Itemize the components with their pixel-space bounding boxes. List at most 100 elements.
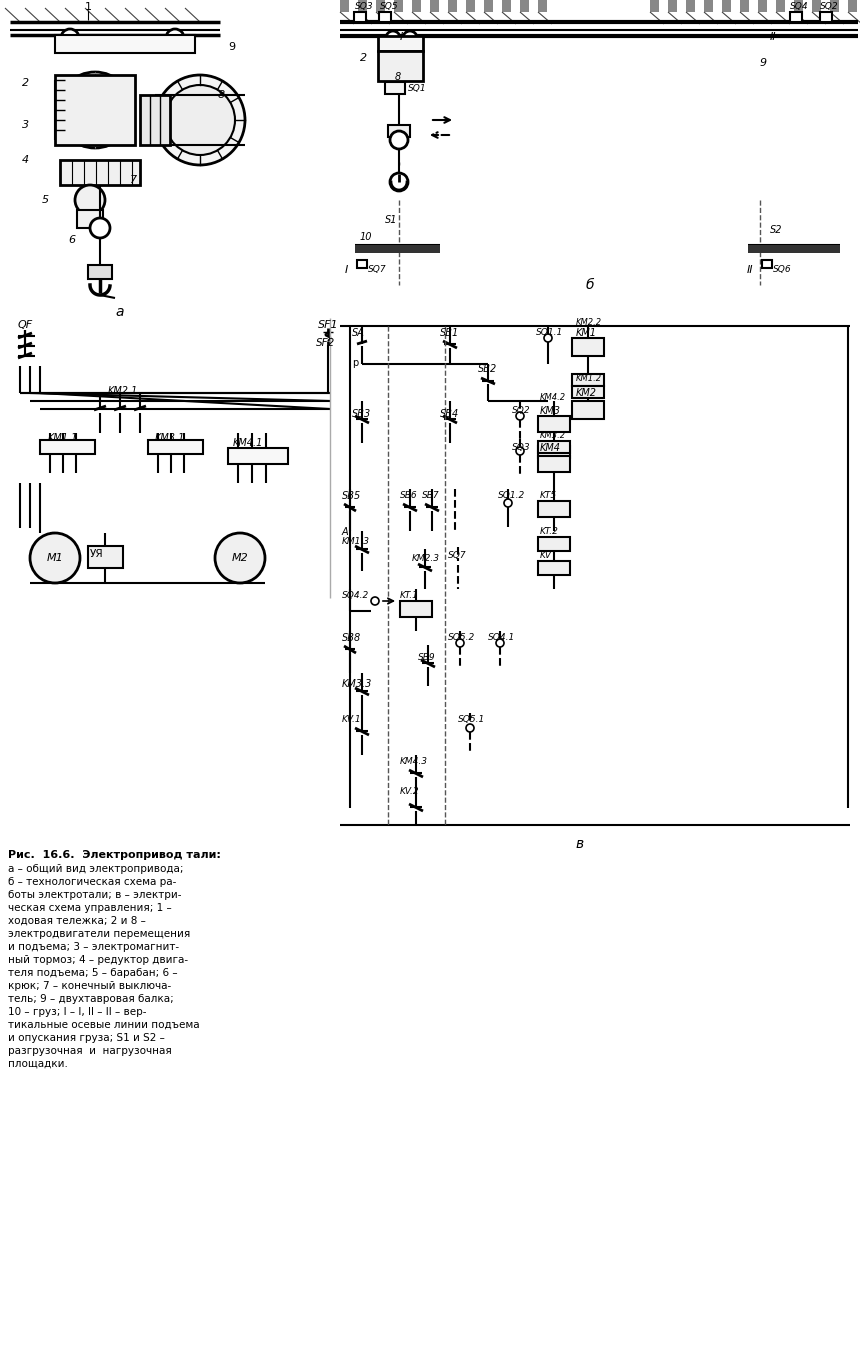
Text: KM2.3: KM2.3 xyxy=(412,554,440,563)
Text: S2: S2 xyxy=(770,225,783,234)
Text: 8: 8 xyxy=(218,90,225,100)
Text: KM4.1: KM4.1 xyxy=(233,437,263,448)
Bar xyxy=(228,448,288,463)
Bar xyxy=(400,600,432,617)
Circle shape xyxy=(75,185,105,215)
Bar xyxy=(820,12,832,22)
Text: тель; 9 – двухтавровая балка;: тель; 9 – двухтавровая балка; xyxy=(8,994,174,1004)
Text: KM4.2: KM4.2 xyxy=(540,393,566,402)
Text: KT.2: KT.2 xyxy=(540,526,559,536)
Circle shape xyxy=(504,499,512,507)
Circle shape xyxy=(390,132,408,149)
Bar xyxy=(572,374,604,387)
Bar xyxy=(430,0,439,12)
Text: и подъема; 3 – электромагнит-: и подъема; 3 – электромагнит- xyxy=(8,942,179,951)
Text: 6: 6 xyxy=(68,234,75,245)
Text: а – общий вид электропривода;: а – общий вид электропривода; xyxy=(8,864,183,873)
Bar xyxy=(40,440,95,454)
Bar xyxy=(88,546,123,568)
Bar xyxy=(378,51,423,81)
Circle shape xyxy=(390,173,408,191)
Text: KM1.2: KM1.2 xyxy=(576,374,602,383)
Circle shape xyxy=(403,32,417,45)
Bar xyxy=(812,0,821,12)
Text: ческая схема управления; 1 –: ческая схема управления; 1 – xyxy=(8,903,172,913)
Text: SB8: SB8 xyxy=(342,633,361,643)
Bar xyxy=(385,82,405,95)
Text: 10 – груз; I – I, II – II – вер-: 10 – груз; I – I, II – II – вер- xyxy=(8,1008,146,1017)
Bar xyxy=(388,125,410,137)
Text: 10: 10 xyxy=(360,232,372,243)
Text: SB9: SB9 xyxy=(418,653,436,662)
Text: ходовая тележка; 2 и 8 –: ходовая тележка; 2 и 8 – xyxy=(8,916,146,925)
Bar xyxy=(357,260,367,267)
Bar xyxy=(572,387,604,398)
Bar xyxy=(538,457,570,472)
Bar xyxy=(358,0,367,12)
Circle shape xyxy=(61,29,79,47)
Bar xyxy=(740,0,749,12)
Bar xyxy=(790,12,802,22)
Bar xyxy=(502,0,511,12)
Circle shape xyxy=(516,447,524,455)
Bar xyxy=(77,210,103,228)
Text: SQ7: SQ7 xyxy=(368,265,387,274)
Circle shape xyxy=(67,82,123,138)
Text: SQ6: SQ6 xyxy=(773,265,791,274)
Bar xyxy=(538,561,570,574)
Bar xyxy=(379,12,391,22)
Bar xyxy=(538,441,570,452)
Text: 5: 5 xyxy=(42,195,49,206)
Text: Рис.  16.6.  Электропривод тали:: Рис. 16.6. Электропривод тали: xyxy=(8,850,221,860)
Text: и опускания груза; S1 и S2 –: и опускания груза; S1 и S2 – xyxy=(8,1032,165,1043)
Text: б – технологическая схема ра-: б – технологическая схема ра- xyxy=(8,877,176,887)
Text: SQ4.2: SQ4.2 xyxy=(342,591,369,600)
Bar xyxy=(538,446,570,458)
Text: SQ3: SQ3 xyxy=(512,443,531,452)
Text: р: р xyxy=(352,358,359,367)
Text: II: II xyxy=(747,265,753,276)
Text: KM2: KM2 xyxy=(576,388,597,398)
Bar xyxy=(776,0,785,12)
Text: KM1.3: KM1.3 xyxy=(342,537,370,546)
Text: SB7: SB7 xyxy=(422,491,439,500)
Text: KM1.1: KM1.1 xyxy=(48,433,78,443)
Text: теля подъема; 5 – барабан; 6 –: теля подъема; 5 – барабан; 6 – xyxy=(8,968,178,978)
Text: SA: SA xyxy=(352,328,365,339)
Text: KM3.1: KM3.1 xyxy=(155,433,186,443)
Text: электродвигатели перемещения: электродвигатели перемещения xyxy=(8,930,190,939)
Bar xyxy=(520,0,529,12)
Text: М1: М1 xyxy=(46,553,64,563)
Text: ный тормоз; 4 – редуктор двига-: ный тормоз; 4 – редуктор двига- xyxy=(8,956,188,965)
Text: KM3: KM3 xyxy=(540,406,561,415)
Text: SB5: SB5 xyxy=(342,491,361,500)
Bar xyxy=(848,0,857,12)
Bar xyxy=(355,245,440,254)
Text: SQ5: SQ5 xyxy=(380,1,399,11)
Text: SB1: SB1 xyxy=(440,328,459,339)
Bar xyxy=(830,0,839,12)
Bar xyxy=(722,0,731,12)
Bar xyxy=(148,440,203,454)
Text: SB4: SB4 xyxy=(440,409,459,420)
Text: SQ5.2: SQ5.2 xyxy=(448,633,476,642)
Text: II: II xyxy=(770,32,777,43)
Bar xyxy=(572,339,604,356)
Bar xyxy=(376,0,385,12)
Bar xyxy=(55,36,195,53)
Bar xyxy=(466,0,475,12)
Text: М2: М2 xyxy=(231,553,249,563)
Text: 1: 1 xyxy=(84,1,91,12)
Text: KM2.1: KM2.1 xyxy=(108,387,138,396)
Text: KM3.3: KM3.3 xyxy=(342,679,372,690)
Text: KM4: KM4 xyxy=(540,443,561,452)
Text: SQ2: SQ2 xyxy=(512,406,531,415)
Text: KM3.2: KM3.2 xyxy=(540,430,566,440)
Circle shape xyxy=(466,724,474,732)
Text: в: в xyxy=(576,838,584,851)
Text: 9: 9 xyxy=(760,58,767,69)
Text: KV: KV xyxy=(540,551,552,559)
Text: I: I xyxy=(400,32,403,43)
Text: SQ3: SQ3 xyxy=(355,1,373,11)
Text: SQ1: SQ1 xyxy=(408,84,427,93)
